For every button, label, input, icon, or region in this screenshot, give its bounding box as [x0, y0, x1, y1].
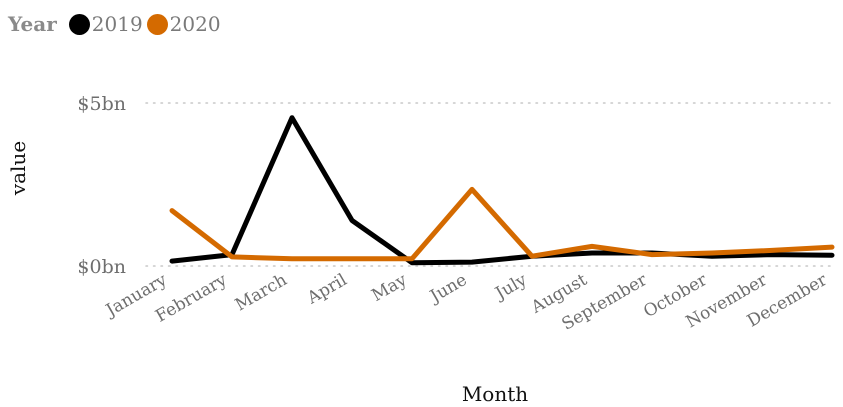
x-axis-label: Month: [462, 382, 528, 406]
y-axis-tick-labels: $0bn $5bn: [77, 93, 126, 278]
x-tick-label: May: [368, 270, 411, 306]
x-tick-label: June: [425, 270, 470, 308]
x-tick-label: March: [232, 270, 291, 315]
legend-swatch-2019: [68, 13, 90, 35]
y-tick-label: $5bn: [77, 93, 126, 115]
y-axis-label: value: [6, 141, 30, 196]
legend: Year 2019 2020: [8, 10, 225, 38]
legend-swatch-2020: [146, 13, 168, 35]
series-line-2020[interactable]: [169, 186, 835, 262]
legend-item-2020[interactable]: 2020: [146, 12, 221, 36]
legend-label-2020: 2020: [169, 12, 221, 36]
legend-item-2019[interactable]: 2019: [68, 12, 143, 36]
series-line-2019[interactable]: [169, 115, 835, 266]
legend-label-2019: 2019: [91, 12, 143, 36]
x-tick-label: April: [303, 270, 350, 309]
x-tick-label: July: [490, 270, 530, 305]
y-tick-label: $0bn: [77, 256, 126, 278]
series-lines: [169, 115, 835, 266]
legend-title: Year: [8, 12, 57, 36]
gridlines: [145, 102, 833, 267]
